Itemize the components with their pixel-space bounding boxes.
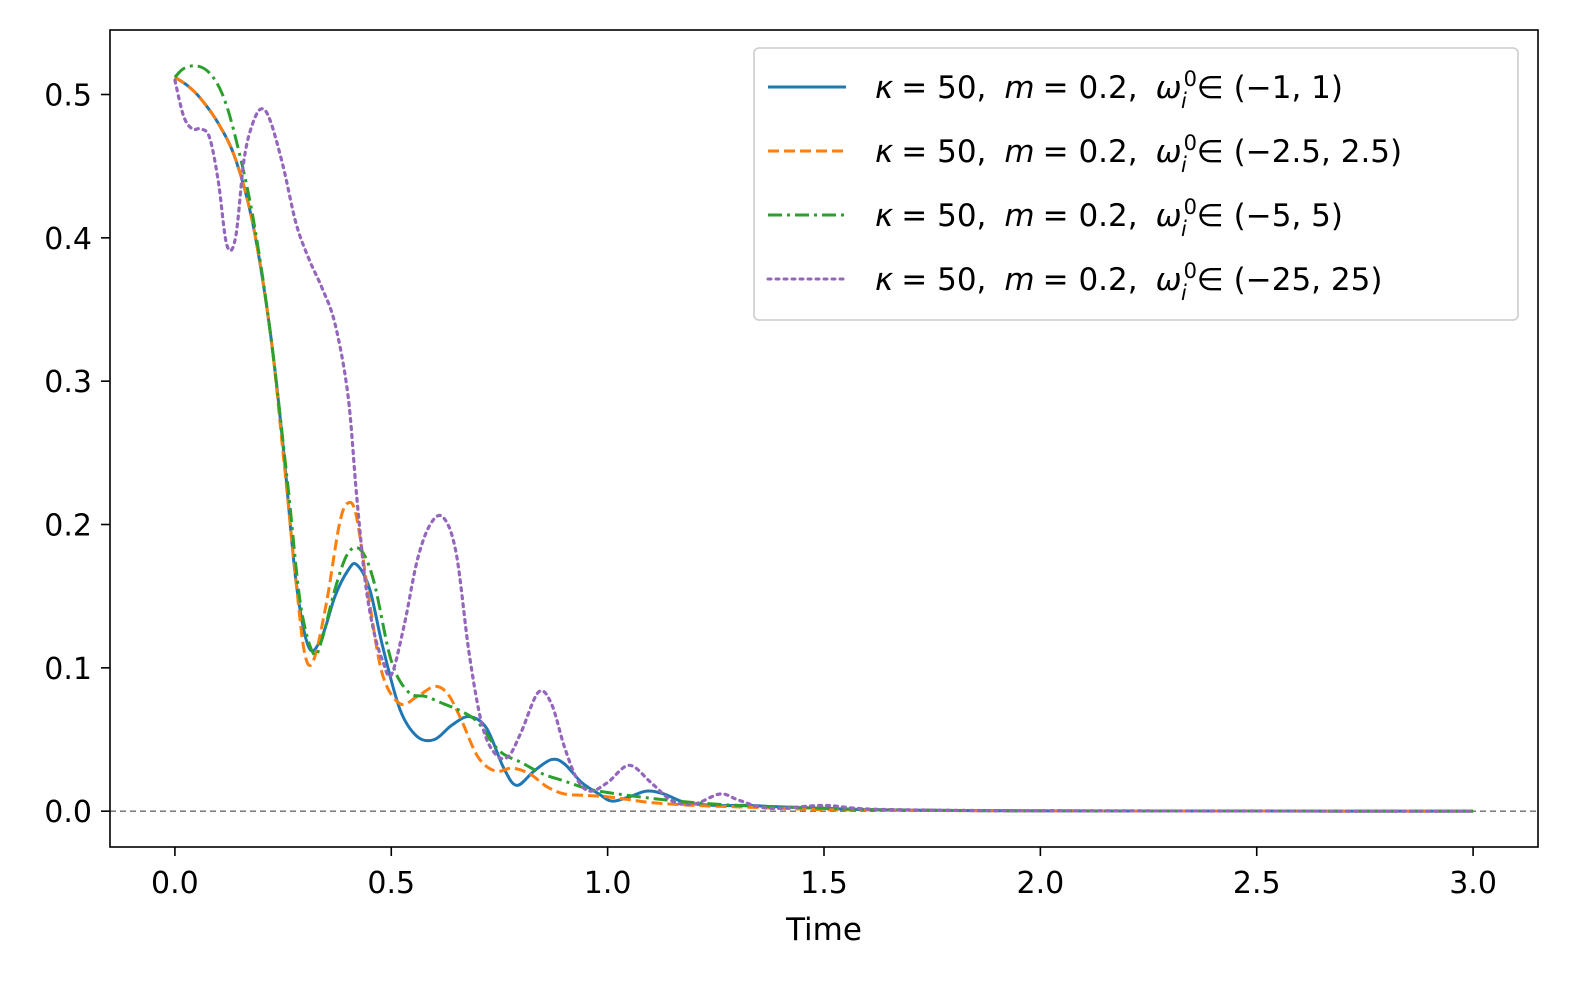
x-tick-label: 0.0 bbox=[151, 866, 199, 901]
legend-m: m bbox=[1004, 262, 1034, 298]
y-tick-label: 0.2 bbox=[44, 509, 92, 544]
legend-omega: ω bbox=[1156, 262, 1182, 298]
series-line-3 bbox=[173, 64, 1474, 813]
legend-range: ∈ (−25, 25) bbox=[1197, 262, 1383, 298]
y-tick-label: 0.3 bbox=[44, 365, 92, 400]
x-tick-label: 3.0 bbox=[1449, 866, 1497, 901]
series-group bbox=[173, 64, 1475, 813]
legend-omega: ω bbox=[1156, 70, 1182, 106]
legend-kappa-val: = 50, bbox=[901, 134, 986, 170]
legend-entry-1: κ = 50, m = 0.2, ω0 i ∈ (−1, 1) bbox=[875, 67, 1343, 113]
legend-omega: ω bbox=[1156, 198, 1182, 234]
x-axis-label: Time bbox=[785, 912, 862, 948]
legend-entry-3: κ = 50, m = 0.2, ω0 i ∈ (−5, 5) bbox=[875, 195, 1343, 241]
legend-sub: i bbox=[1181, 89, 1187, 113]
legend-m-val: = 0.2, bbox=[1043, 198, 1138, 234]
series-layer bbox=[110, 64, 1538, 813]
legend-sub: i bbox=[1181, 217, 1187, 241]
legend-kappa: κ bbox=[875, 70, 894, 106]
legend-kappa-val: = 50, bbox=[901, 262, 986, 298]
y-tick-label: 0.4 bbox=[44, 222, 92, 257]
legend-entry-2: κ = 50, m = 0.2, ω0 i ∈ (−2.5, 2.5) bbox=[875, 131, 1402, 177]
legend-sub: i bbox=[1181, 281, 1187, 305]
y-tick-label: 0.0 bbox=[44, 795, 92, 830]
legend-kappa: κ bbox=[875, 198, 894, 234]
y-tick-label: 0.5 bbox=[44, 79, 92, 114]
legend-m: m bbox=[1004, 70, 1034, 106]
legend-m: m bbox=[1004, 134, 1034, 170]
legend-sup: 0 bbox=[1184, 259, 1197, 283]
x-tick-label: 2.0 bbox=[1017, 866, 1065, 901]
legend-kappa: κ bbox=[875, 262, 894, 298]
series-line-4 bbox=[173, 78, 1475, 813]
legend-range: ∈ (−5, 5) bbox=[1197, 198, 1343, 234]
legend-m: m bbox=[1004, 198, 1034, 234]
legend-omega: ω bbox=[1156, 134, 1182, 170]
legend-m-val: = 0.2, bbox=[1043, 134, 1138, 170]
legend-range: ∈ (−2.5, 2.5) bbox=[1197, 134, 1402, 170]
legend-kappa: κ bbox=[875, 134, 894, 170]
legend-sup: 0 bbox=[1184, 195, 1197, 219]
legend-kappa-val: = 50, bbox=[901, 198, 986, 234]
legend-entry-4: κ = 50, m = 0.2, ω0 i ∈ (−25, 25) bbox=[875, 259, 1382, 305]
legend-sup: 0 bbox=[1184, 67, 1197, 91]
legend-kappa-val: = 50, bbox=[901, 70, 986, 106]
x-tick-label: 0.5 bbox=[367, 866, 415, 901]
legend-sup: 0 bbox=[1184, 131, 1197, 155]
x-tick-label: 1.0 bbox=[584, 866, 632, 901]
legend: κ = 50, m = 0.2, ω0 i ∈ (−1, 1)κ = 50, m = 0.2, ω0… bbox=[753, 47, 1519, 321]
legend-m-val: = 0.2, bbox=[1043, 70, 1138, 106]
legend-sub: i bbox=[1181, 153, 1187, 177]
x-tick-label: 2.5 bbox=[1233, 866, 1281, 901]
y-tick-label: 0.1 bbox=[44, 652, 92, 687]
legend-m-val: = 0.2, bbox=[1043, 262, 1138, 298]
x-tick-label: 1.5 bbox=[800, 866, 848, 901]
legend-box bbox=[753, 47, 1519, 321]
axes-layer: 0.0 0.5 1.0 1.5 2.0 2.5 3.0 0.0 0.1 0.2 0.3 0.4 0.5 T… bbox=[44, 29, 1539, 948]
legend-range: ∈ (−1, 1) bbox=[1197, 70, 1343, 106]
